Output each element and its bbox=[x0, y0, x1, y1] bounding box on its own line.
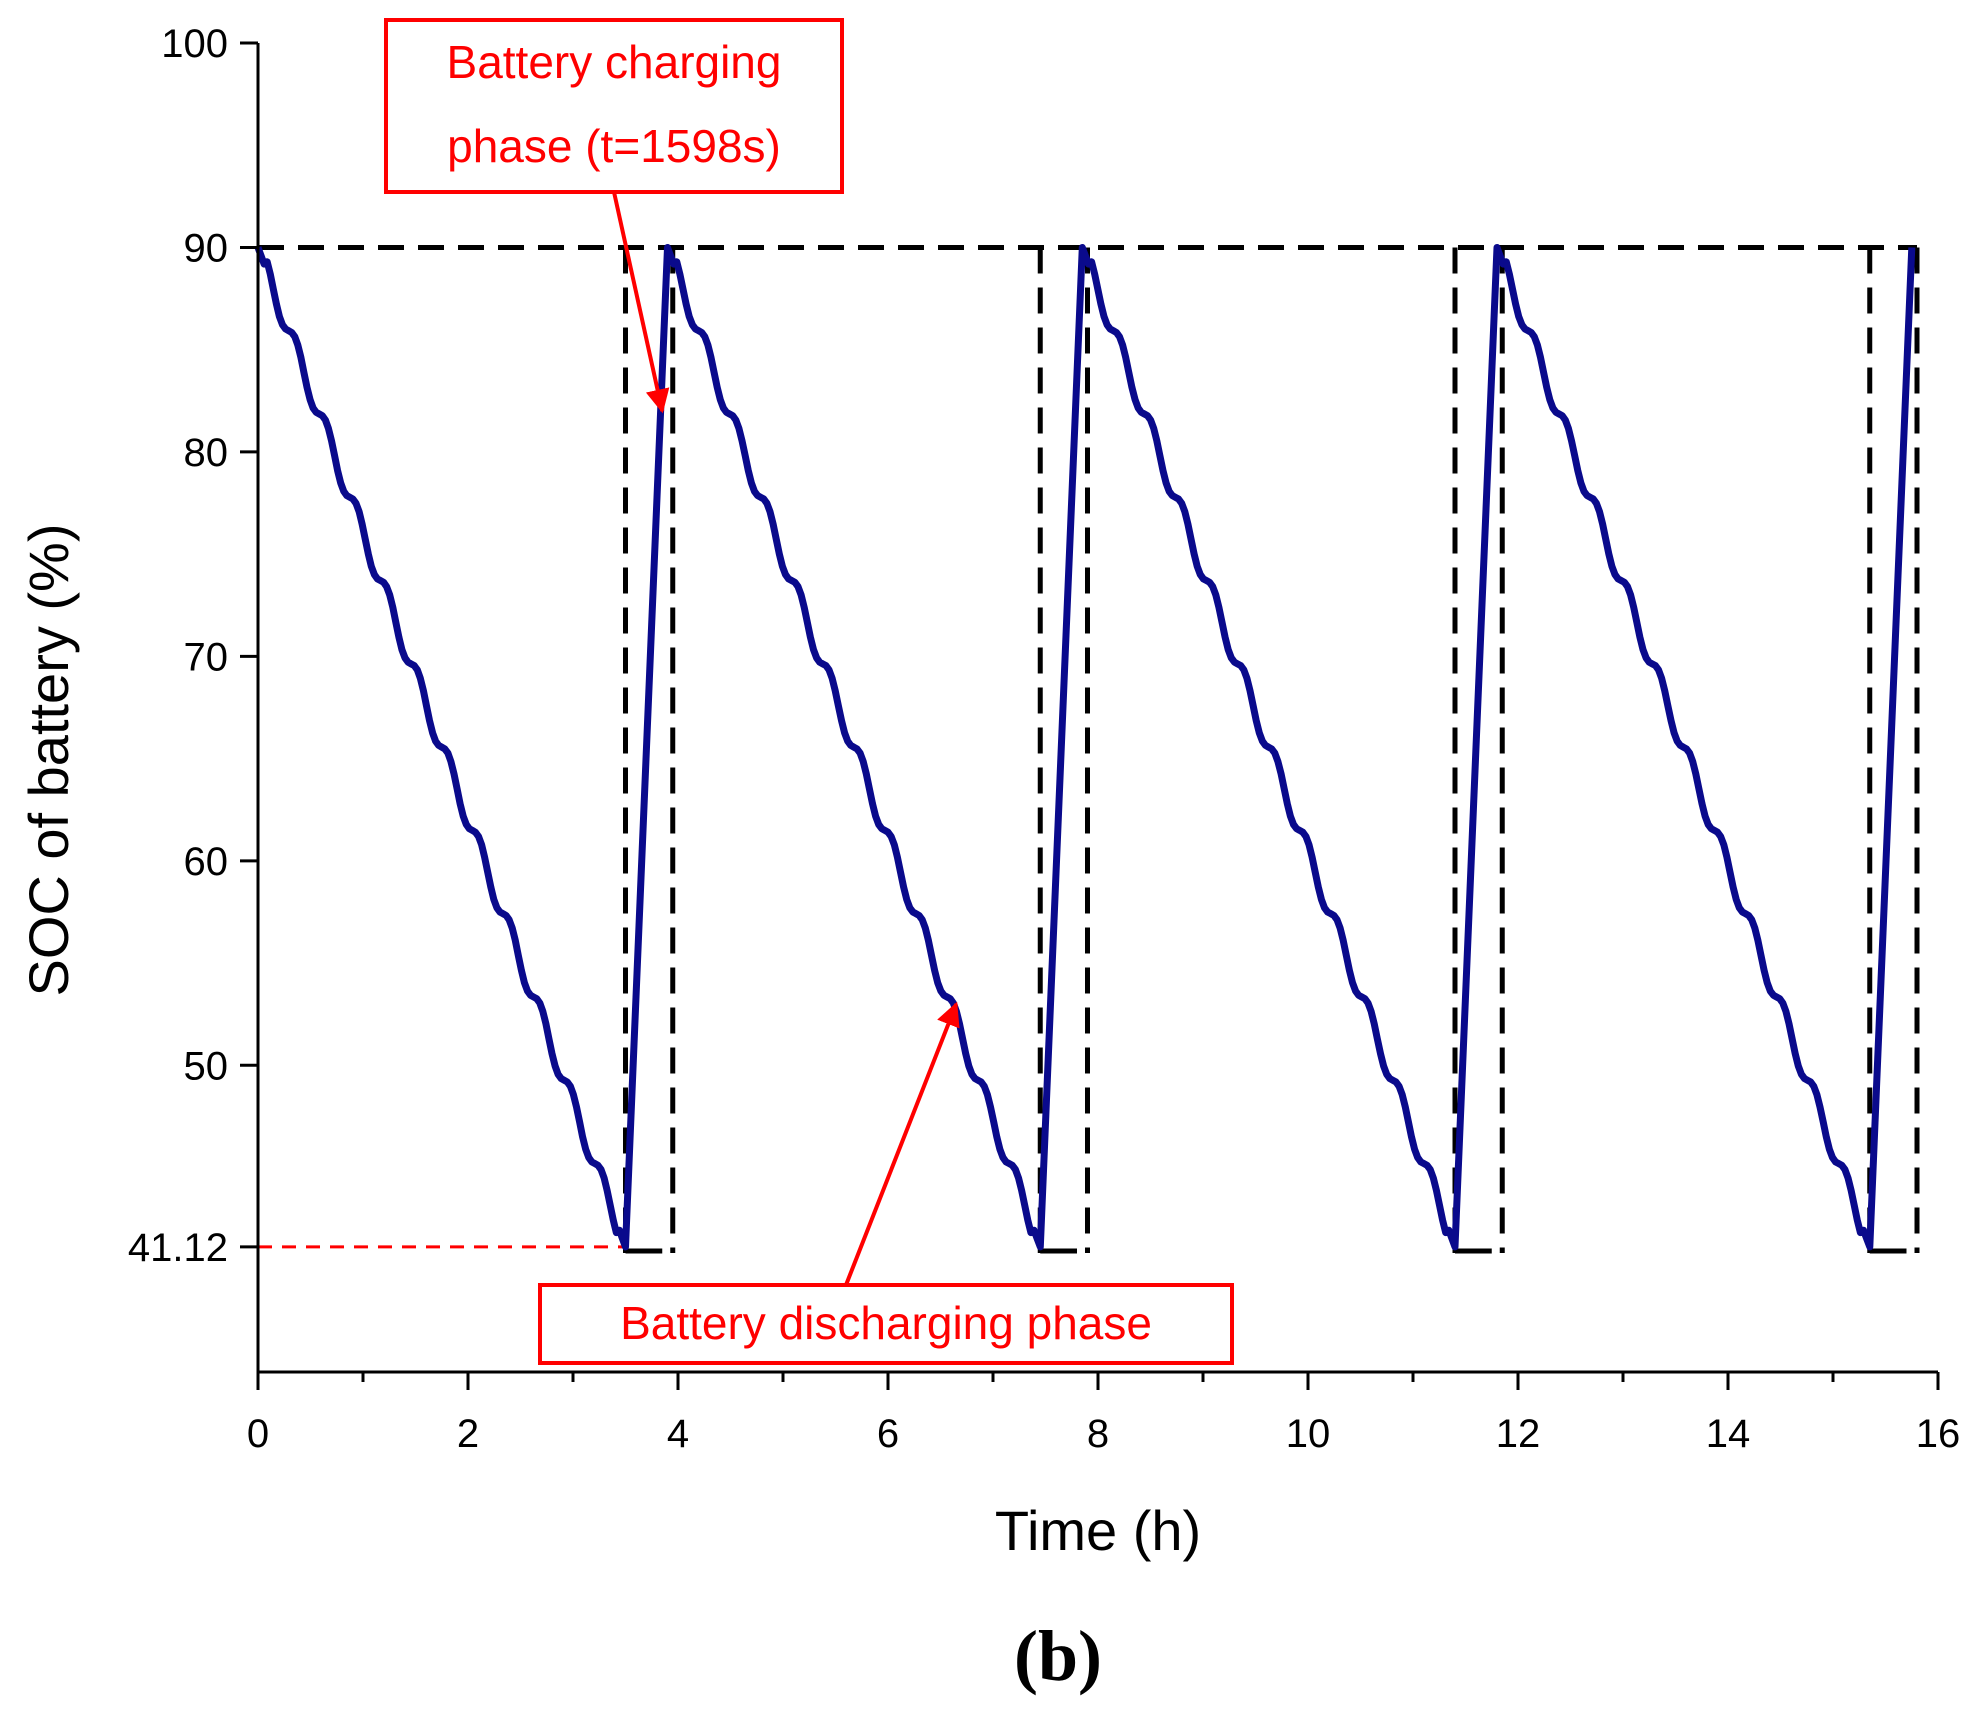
x-tick-label: 8 bbox=[1087, 1412, 1109, 1456]
x-axis-title: Time (h) bbox=[995, 1499, 1201, 1562]
x-tick-label: 4 bbox=[667, 1412, 689, 1456]
y-tick-label: 41.12 bbox=[128, 1226, 228, 1270]
soc-series-line bbox=[254, 244, 1916, 1251]
y-tick-label: 60 bbox=[184, 840, 229, 884]
y-tick-label: 90 bbox=[184, 226, 229, 270]
y-tick-label: 100 bbox=[161, 22, 228, 66]
y-tick-label: 70 bbox=[184, 635, 229, 679]
y-tick-label: 50 bbox=[184, 1044, 229, 1088]
x-tick-label: 2 bbox=[457, 1412, 479, 1456]
x-tick-label: 14 bbox=[1706, 1412, 1751, 1456]
annotation-arrow bbox=[844, 1001, 960, 1286]
x-tick-label: 0 bbox=[247, 1412, 269, 1456]
x-tick-label: 16 bbox=[1916, 1412, 1961, 1456]
annotation-text: phase (t=1598s) bbox=[447, 120, 781, 172]
annotation-text: Battery charging bbox=[447, 36, 782, 88]
y-axis-title: SOC of battery (%) bbox=[17, 523, 80, 996]
panel-label: (b) bbox=[1014, 1616, 1102, 1696]
x-tick-label: 10 bbox=[1286, 1412, 1331, 1456]
x-tick-label: 6 bbox=[877, 1412, 899, 1456]
annotation-box bbox=[538, 1283, 1234, 1365]
annotation-arrow bbox=[612, 191, 670, 414]
y-tick-label: 80 bbox=[184, 431, 229, 475]
annotation-2: Battery discharging phase bbox=[538, 1001, 1234, 1365]
x-tick-label: 12 bbox=[1496, 1412, 1541, 1456]
annotation-1: Battery charging phase (t=1598s) bbox=[384, 18, 844, 414]
annotation-box bbox=[384, 18, 844, 194]
annotation-text: Battery discharging phase bbox=[620, 1297, 1152, 1349]
